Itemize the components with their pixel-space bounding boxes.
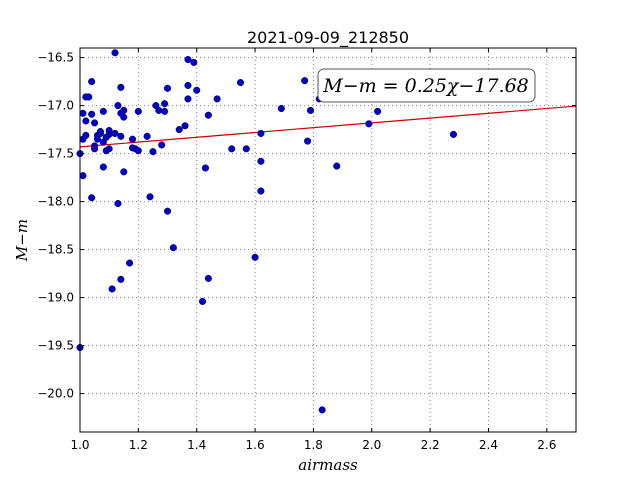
data-point — [134, 147, 142, 155]
data-point — [198, 297, 207, 305]
data-point — [204, 111, 212, 119]
x-tick-label: 1.4 — [187, 438, 206, 452]
data-point — [91, 145, 99, 153]
data-point — [257, 157, 265, 165]
data-point — [108, 285, 116, 293]
data-point — [257, 187, 265, 195]
data-point — [85, 93, 93, 101]
data-point — [96, 127, 104, 136]
data-point — [304, 137, 312, 145]
fit-line — [79, 105, 577, 148]
data-point — [333, 162, 341, 170]
fit-line-group — [79, 105, 577, 148]
data-point — [82, 117, 90, 125]
data-point — [79, 109, 87, 117]
data-point — [169, 244, 177, 252]
data-point — [190, 58, 198, 66]
y-axis-label: M−m — [13, 219, 31, 262]
data-point — [242, 145, 250, 153]
data-point — [105, 145, 113, 153]
data-point — [99, 163, 107, 171]
data-point — [134, 107, 142, 115]
x-tick-label: 2.0 — [362, 438, 381, 452]
data-point — [91, 119, 99, 127]
fit-annotation: M−m = 0.25χ−17.68 — [317, 68, 536, 103]
data-point — [114, 102, 122, 110]
data-point — [117, 132, 125, 140]
data-point — [99, 107, 107, 115]
data-point — [111, 129, 119, 137]
chart-title: 2021-09-09_212850 — [247, 28, 409, 48]
data-point — [128, 135, 137, 143]
x-tick-label: 2.2 — [421, 438, 440, 452]
data-point — [277, 104, 285, 113]
data-point — [158, 141, 166, 149]
x-axis-ticks: 1.0 1.2 1.4 1.6 1.8 2.0 2.2 2.4 2.6 — [70, 48, 556, 452]
data-point — [449, 130, 458, 138]
x-tick-label: 1.2 — [129, 438, 148, 452]
x-axis-label: airmass — [298, 456, 358, 474]
data-point — [120, 168, 128, 176]
data-point — [120, 106, 128, 114]
data-point — [82, 131, 90, 139]
data-point — [126, 259, 134, 267]
data-point — [236, 79, 245, 87]
annotation-text: M−m = 0.25χ−17.68 — [322, 75, 529, 97]
y-tick-label: −16.5 — [37, 51, 74, 65]
data-point — [146, 193, 154, 201]
y-tick-label: −17.0 — [37, 99, 74, 113]
data-point — [161, 100, 169, 108]
data-point — [111, 49, 119, 57]
data-point — [374, 107, 382, 115]
data-point — [306, 106, 315, 114]
data-point — [117, 275, 125, 283]
data-point — [161, 107, 169, 115]
data-point — [184, 55, 192, 64]
x-tick-label: 1.8 — [304, 438, 323, 452]
x-tick-label: 2.6 — [537, 438, 556, 452]
data-point — [257, 129, 265, 137]
data-point — [117, 83, 125, 91]
data-point — [149, 148, 157, 156]
x-tick-label: 1.0 — [70, 438, 89, 452]
data-point — [163, 84, 172, 92]
data-point — [181, 122, 189, 130]
data-point — [301, 77, 309, 85]
y-tick-label: −19.0 — [37, 291, 74, 305]
data-point — [184, 95, 192, 103]
plot-frame — [79, 47, 577, 433]
annotation-box — [317, 68, 536, 103]
y-tick-label: −17.5 — [37, 147, 74, 161]
data-point — [105, 127, 113, 135]
y-axis-ticks: −16.5 −17.0 −17.5 −18.0 −18.5 −19.0 −19.5 −20.0 — [37, 51, 576, 401]
y-tick-label: −18.0 — [37, 195, 74, 209]
data-point — [143, 132, 151, 140]
x-tick-label: 2.4 — [479, 438, 498, 452]
data-point — [88, 78, 96, 86]
data-point — [155, 106, 163, 114]
data-point — [318, 406, 326, 414]
data-point — [228, 145, 236, 153]
data-point — [201, 164, 210, 172]
data-point — [193, 86, 201, 94]
data-point — [175, 126, 183, 134]
grid-lines — [80, 48, 576, 432]
data-point — [79, 172, 87, 180]
y-tick-label: −18.5 — [37, 243, 74, 257]
y-tick-label: −20.0 — [37, 387, 74, 401]
data-point — [184, 81, 192, 89]
data-point — [120, 113, 128, 121]
data-point — [114, 199, 122, 208]
y-tick-label: −19.5 — [37, 339, 74, 353]
data-point — [251, 253, 259, 261]
data-point — [213, 95, 221, 103]
data-point — [163, 207, 172, 215]
data-point — [88, 110, 96, 118]
data-point — [365, 120, 373, 128]
x-tick-label: 1.6 — [246, 438, 265, 452]
data-point — [204, 274, 212, 282]
data-point — [88, 194, 96, 202]
